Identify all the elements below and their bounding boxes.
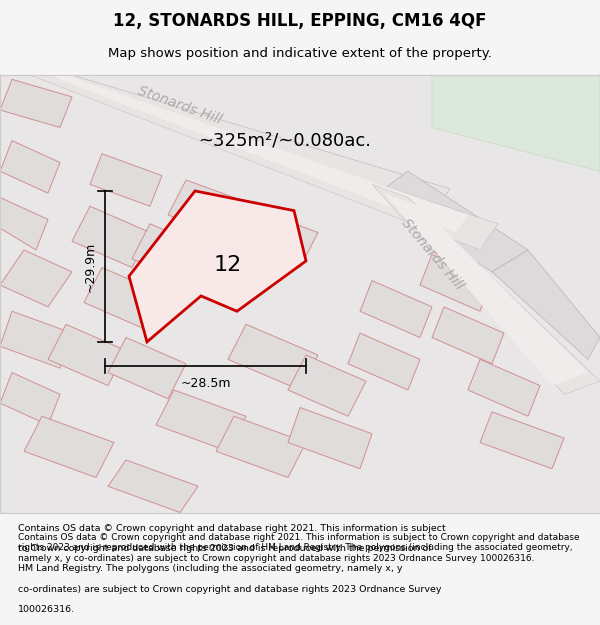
Polygon shape: [0, 250, 72, 307]
Polygon shape: [48, 75, 468, 232]
Polygon shape: [0, 311, 72, 368]
Text: ~325m²/~0.080ac.: ~325m²/~0.080ac.: [198, 132, 371, 149]
Text: ~29.9m: ~29.9m: [83, 241, 97, 291]
Polygon shape: [0, 198, 48, 250]
Text: co-ordinates) are subject to Crown copyright and database rights 2023 Ordnance S: co-ordinates) are subject to Crown copyr…: [18, 584, 442, 594]
Polygon shape: [0, 79, 72, 128]
Polygon shape: [30, 75, 498, 250]
Text: Map shows position and indicative extent of the property.: Map shows position and indicative extent…: [108, 48, 492, 61]
Polygon shape: [156, 390, 246, 451]
Polygon shape: [90, 154, 162, 206]
Polygon shape: [48, 324, 126, 386]
Polygon shape: [432, 75, 600, 171]
Polygon shape: [348, 333, 420, 390]
Polygon shape: [420, 254, 492, 311]
Polygon shape: [288, 355, 366, 416]
Polygon shape: [0, 141, 60, 193]
Polygon shape: [372, 184, 600, 394]
Text: HM Land Registry. The polygons (including the associated geometry, namely x, y: HM Land Registry. The polygons (includin…: [18, 564, 403, 573]
Polygon shape: [432, 307, 504, 364]
Text: Stonards Hill: Stonards Hill: [398, 216, 466, 292]
Polygon shape: [480, 412, 564, 469]
Polygon shape: [24, 416, 114, 478]
Text: ~28.5m: ~28.5m: [180, 377, 231, 390]
Polygon shape: [129, 191, 306, 342]
Polygon shape: [216, 416, 306, 478]
Polygon shape: [228, 324, 318, 390]
Text: to Crown copyright and database rights 2023 and is reproduced with the permissio: to Crown copyright and database rights 2…: [18, 544, 431, 553]
Polygon shape: [492, 250, 600, 359]
Text: 12, STONARDS HILL, EPPING, CM16 4QF: 12, STONARDS HILL, EPPING, CM16 4QF: [113, 12, 487, 30]
Polygon shape: [288, 408, 372, 469]
Polygon shape: [468, 359, 540, 416]
Text: 100026316.: 100026316.: [18, 605, 75, 614]
Polygon shape: [84, 268, 162, 329]
Polygon shape: [228, 206, 318, 268]
Text: 12: 12: [214, 256, 242, 276]
Polygon shape: [108, 460, 198, 512]
Polygon shape: [0, 372, 60, 425]
Text: Contains OS data © Crown copyright and database right 2021. This information is : Contains OS data © Crown copyright and d…: [18, 524, 446, 532]
Polygon shape: [168, 180, 258, 241]
Polygon shape: [48, 75, 450, 215]
Text: Contains OS data © Crown copyright and database right 2021. This information is : Contains OS data © Crown copyright and d…: [18, 532, 580, 562]
Polygon shape: [108, 338, 186, 399]
Polygon shape: [132, 224, 210, 285]
Polygon shape: [384, 193, 588, 386]
Polygon shape: [360, 281, 432, 338]
Text: Stonards Hill: Stonards Hill: [136, 84, 224, 127]
Polygon shape: [72, 206, 150, 268]
Polygon shape: [372, 171, 528, 272]
